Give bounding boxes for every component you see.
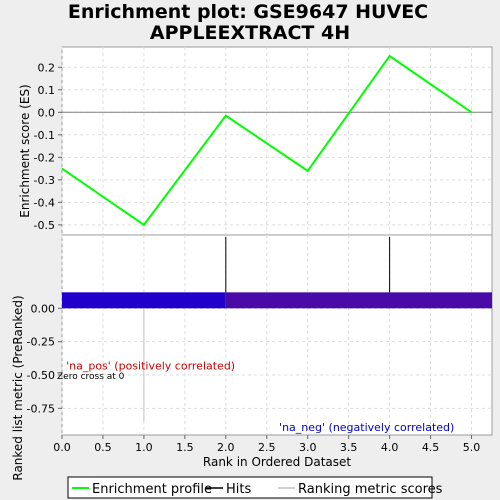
rk-ytick-label-0: 0.00: [31, 302, 56, 315]
band-segment-0: [62, 292, 226, 309]
rk-ytick-label-3: -0.75: [27, 402, 55, 415]
ranked-ylabel: Ranked list metric (PreRanked): [11, 295, 25, 480]
rk-ytick-label-2: -0.50: [27, 369, 55, 382]
legend-label-2: Ranking metric scores: [298, 482, 443, 497]
zero-cross-label: Zero cross at 0: [57, 372, 125, 382]
es-ytick-label-7: -0.5: [34, 219, 55, 232]
ranked-annotations: 'na_pos' (positively correlated) 'na_neg'…: [57, 360, 454, 434]
es-ytick-label-6: -0.4: [34, 196, 55, 209]
es-ytick-label-3: -0.1: [34, 129, 55, 142]
rk-ytick-label-1: -0.25: [27, 336, 55, 349]
legend-label-0: Enrichment profile: [92, 482, 212, 497]
chart-title-line1: Enrichment plot: GSE9647 HUVEC: [68, 1, 428, 23]
x-tick-label-7: 3.5: [340, 441, 358, 454]
x-tick-label-4: 2.0: [217, 441, 235, 454]
legend-box: [67, 476, 433, 499]
hit-markers: [225, 237, 391, 293]
x-axis-ticks: 0.0 0.5 1.0 1.5 2.0 2.5 3.0 3.5 4.0 4.5 5.0: [53, 435, 480, 454]
metric-color-band: [62, 292, 493, 309]
x-tick-label-2: 1.0: [135, 441, 153, 454]
ranked-y-ticks: 0.00 -0.25 -0.50 -0.75: [27, 302, 62, 415]
es-ylabel: Enrichment score (ES): [18, 84, 32, 217]
es-gridlines: [61, 47, 492, 235]
es-ytick-label-4: -0.2: [34, 151, 55, 164]
x-tick-label-1: 0.5: [94, 441, 112, 454]
legend: Enrichment profile Hits Ranking metric sco…: [72, 482, 443, 497]
na-neg-label: 'na_neg' (negatively correlated): [279, 421, 454, 434]
ranked-panel-frame: [61, 234, 493, 436]
x-tick-label-8: 4.0: [381, 441, 399, 454]
es-ytick-label-5: -0.3: [34, 174, 55, 187]
x-tick-label-5: 2.5: [258, 441, 276, 454]
es-y-ticks: 0.2 0.1 0.0 -0.1 -0.2 -0.3 -0.4 -0.5: [34, 61, 62, 232]
x-tick-label-9: 4.5: [422, 441, 440, 454]
x-tick-label-6: 3.0: [299, 441, 317, 454]
legend-label-1: Hits: [226, 482, 251, 497]
enrichment-profile-line: [61, 54, 473, 227]
es-ytick-label-1: 0.1: [38, 84, 56, 97]
es-panel-frame: [61, 46, 493, 236]
na-pos-label: 'na_pos' (positively correlated): [66, 360, 235, 373]
x-axis-label: Rank in Ordered Dataset: [203, 455, 351, 469]
band-segment-1: [225, 292, 493, 309]
x-tick-label-10: 5.0: [463, 441, 481, 454]
x-tick-label-3: 1.5: [176, 441, 194, 454]
es-ytick-label-2: 0.0: [38, 106, 56, 119]
x-tick-label-0: 0.0: [53, 441, 71, 454]
es-ytick-label-0: 0.2: [38, 61, 56, 74]
chart-title-line2: APPLEEXTRACT 4H: [150, 22, 350, 44]
